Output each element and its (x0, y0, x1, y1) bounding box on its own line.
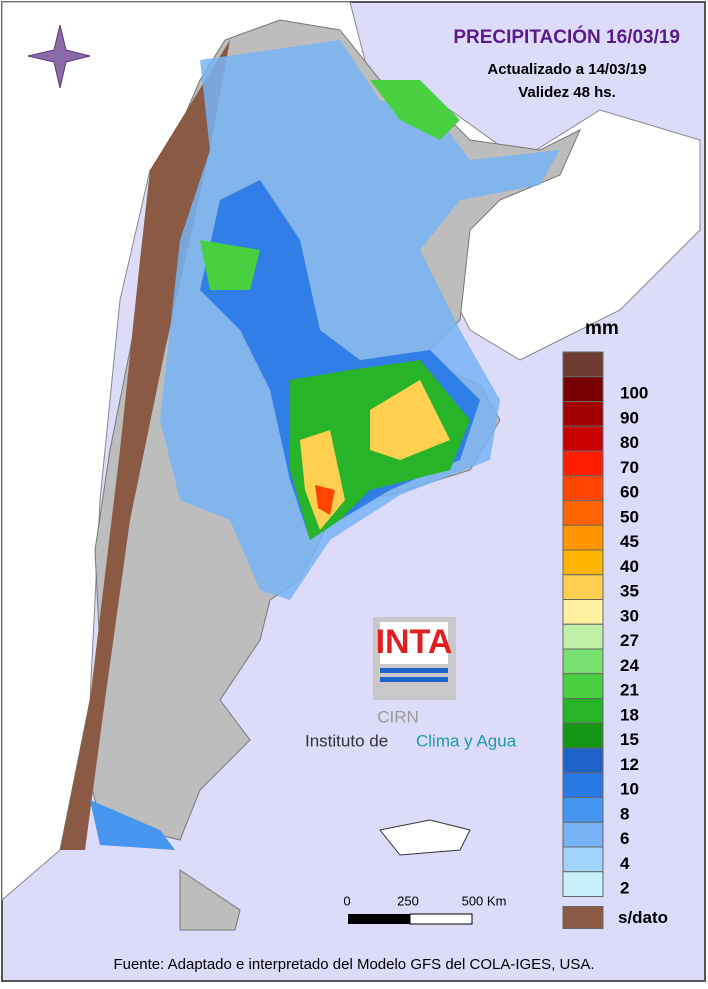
legend-label: 18 (620, 705, 639, 724)
logo-stripe (380, 668, 448, 673)
rain-area (370, 80, 460, 140)
legend-swatch (562, 846, 604, 873)
validity: Validez 48 hs. (518, 84, 616, 101)
legend-swatch (562, 906, 604, 929)
legend-swatch (562, 524, 604, 551)
tierra-del-fuego (179, 869, 241, 931)
rain-area (200, 240, 260, 290)
legend-label: 50 (620, 507, 639, 526)
legend-label: 2 (620, 879, 629, 898)
legend-label: 90 (620, 408, 639, 427)
rain-area (300, 430, 345, 530)
scale-label: 500 Km (462, 893, 507, 908)
logo-brand: INTA (376, 623, 453, 661)
legend-label: 60 (620, 483, 639, 502)
legend-swatch (562, 401, 604, 427)
updated-date: Actualizado a 14/03/19 (487, 61, 646, 78)
legend-swatch (562, 821, 604, 848)
legend-label: 40 (620, 557, 639, 576)
scale-label: 0 (343, 893, 350, 908)
legend-swatch (562, 475, 604, 501)
scale-segment (348, 914, 410, 924)
legend-label: 30 (620, 606, 639, 625)
legend: mm 1009080706050454035302724211815121086… (562, 318, 668, 929)
legend-label: s/dato (618, 908, 668, 927)
legend-swatch (562, 722, 604, 749)
rain-area (90, 800, 175, 850)
scale-label: 250 (397, 893, 419, 908)
legend-swatch (562, 772, 604, 798)
scale-segment (409, 913, 473, 925)
legend-swatch (562, 623, 604, 650)
legend-swatch (562, 698, 604, 724)
legend-swatch (562, 648, 604, 675)
legend-label: 35 (620, 582, 639, 601)
legend-swatch (562, 871, 604, 897)
legend-label: 100 (620, 384, 648, 403)
legend-label: 45 (620, 532, 639, 551)
islands (379, 819, 471, 856)
compass-rose (27, 24, 91, 89)
logo-stripe (380, 677, 448, 682)
legend-label: 15 (620, 730, 639, 749)
legend-label: 10 (620, 780, 639, 799)
legend-label: 27 (620, 631, 639, 650)
logo-center: CIRN (377, 707, 419, 726)
legend-swatch (562, 599, 604, 625)
legend-swatch (562, 673, 604, 699)
legend-swatch (562, 574, 604, 600)
map-title: PRECIPITACIÓN 16/03/19 (453, 26, 680, 48)
legend-swatch (562, 797, 604, 823)
legend-label: 4 (620, 854, 630, 873)
logo-name: Clima y Agua (416, 731, 517, 750)
rain-area (315, 485, 335, 515)
legend-label: 21 (620, 681, 639, 700)
legend-label: 8 (620, 804, 629, 823)
legend-label: 12 (620, 755, 639, 774)
legend-swatch (562, 549, 604, 576)
legend-label: 6 (620, 829, 629, 848)
rain-area (370, 380, 450, 460)
legend-swatch (562, 500, 604, 526)
legend-label: 70 (620, 458, 639, 477)
legend-swatch (562, 351, 604, 378)
footer-source: Fuente: Adaptado e interpretado del Mode… (113, 956, 594, 973)
legend-unit: mm (585, 318, 619, 339)
legend-swatch (562, 425, 604, 452)
legend-label: 24 (620, 656, 639, 675)
logo-prefix: Instituto de (305, 731, 388, 750)
legend-label: 80 (620, 433, 639, 452)
logo-panel (380, 622, 448, 664)
legend-swatch (562, 747, 604, 774)
legend-swatch (562, 376, 604, 402)
legend-swatch (562, 450, 604, 477)
